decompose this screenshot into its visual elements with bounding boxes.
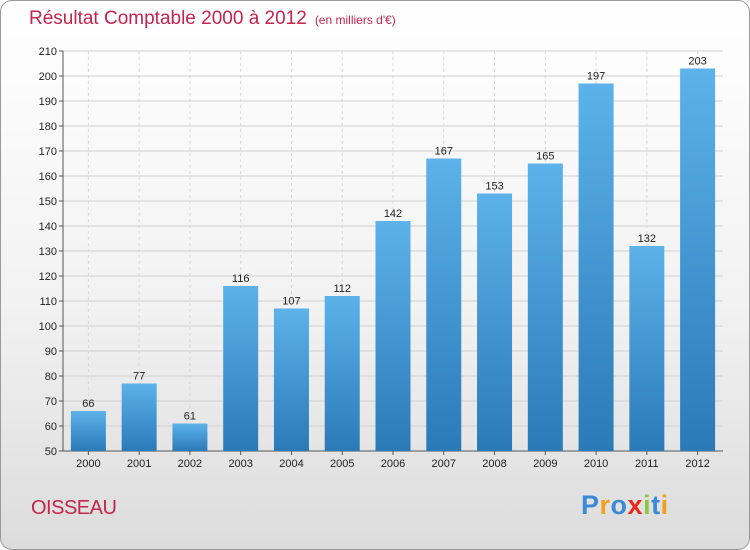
labels: 50 60 70 80 90 100 110 120 130 140 150 160 170 180 190… [39, 46, 710, 470]
logo-letter: x [627, 490, 644, 520]
data-label-2012: 203 [688, 56, 706, 68]
commune-name: OISSEAU [31, 497, 117, 519]
data-label-2011: 132 [638, 233, 656, 245]
y-tick-label: 180 [39, 121, 57, 133]
data-label-2007: 167 [435, 146, 453, 158]
y-tick-label: 210 [39, 46, 57, 58]
y-tick-label: 160 [39, 171, 57, 183]
data-label-2005: 112 [333, 283, 351, 295]
data-label-2010: 197 [587, 71, 605, 83]
logo-letter: t [651, 490, 661, 520]
chart-title: Résultat Comptable 2000 à 2012 (en millie… [29, 8, 396, 30]
y-tick-label: 110 [39, 296, 57, 308]
bar-2005 [324, 296, 360, 451]
logo-letter: r [599, 490, 611, 520]
y-tick-label: 80 [45, 371, 57, 383]
logo-letter: i [660, 490, 669, 520]
bars [70, 68, 716, 451]
x-tick-label-2009: 2009 [533, 458, 557, 470]
chart-title-text: Résultat Comptable 2000 à 2012 [29, 8, 307, 29]
data-label-2001: 77 [133, 371, 145, 383]
y-tick-label: 200 [39, 71, 57, 83]
y-tick-label: 170 [39, 146, 57, 158]
y-tick-label: 90 [45, 346, 57, 358]
bar-2003 [223, 286, 259, 451]
y-tick-label: 120 [39, 271, 57, 283]
data-label-2006: 142 [384, 208, 402, 220]
x-tick-label-2008: 2008 [482, 458, 506, 470]
bar-2004 [273, 308, 309, 451]
bar-2011 [629, 246, 665, 451]
data-label-2008: 153 [485, 181, 503, 193]
data-label-2004: 107 [282, 296, 300, 308]
x-tick-label-2002: 2002 [178, 458, 202, 470]
y-tick-label: 70 [45, 396, 57, 408]
chart-subtitle: (en milliers d'€) [314, 13, 396, 27]
y-tick-label: 150 [39, 196, 57, 208]
y-tick-label: 100 [39, 321, 57, 333]
x-tick-label-2003: 2003 [228, 458, 252, 470]
y-tick-label: 190 [39, 96, 57, 108]
bar-2012 [680, 68, 716, 451]
y-tick-label: 140 [39, 221, 57, 233]
y-tick-label: 60 [45, 421, 57, 433]
bar-2009 [527, 163, 563, 451]
x-tick-label-2000: 2000 [76, 458, 100, 470]
x-tick-label-2011: 2011 [635, 458, 659, 470]
data-label-2002: 61 [184, 411, 196, 423]
x-tick-label-2010: 2010 [584, 458, 608, 470]
bar-2001 [121, 383, 157, 451]
x-tick-label-2007: 2007 [432, 458, 456, 470]
logo-letter: i [643, 490, 652, 520]
y-tick-label: 50 [45, 446, 57, 458]
data-label-2000: 66 [82, 398, 94, 410]
x-tick-label-2001: 2001 [127, 458, 151, 470]
logo-letter: P [581, 490, 600, 520]
x-tick-label-2005: 2005 [330, 458, 354, 470]
data-label-2009: 165 [536, 151, 554, 163]
bar-2000 [70, 411, 106, 451]
x-tick-label-2006: 2006 [381, 458, 405, 470]
x-tick-label-2012: 2012 [685, 458, 709, 470]
bar-2007 [426, 158, 462, 451]
data-label-2003: 116 [232, 273, 250, 285]
proxiti-logo: Proxiti [581, 490, 669, 521]
x-tick-label-2004: 2004 [279, 458, 303, 470]
bar-2006 [375, 221, 411, 451]
y-tick-label: 130 [39, 246, 57, 258]
logo-letter: o [610, 490, 628, 520]
bar-2008 [477, 193, 513, 451]
bar-2010 [578, 83, 614, 451]
bar-2002 [172, 423, 208, 451]
